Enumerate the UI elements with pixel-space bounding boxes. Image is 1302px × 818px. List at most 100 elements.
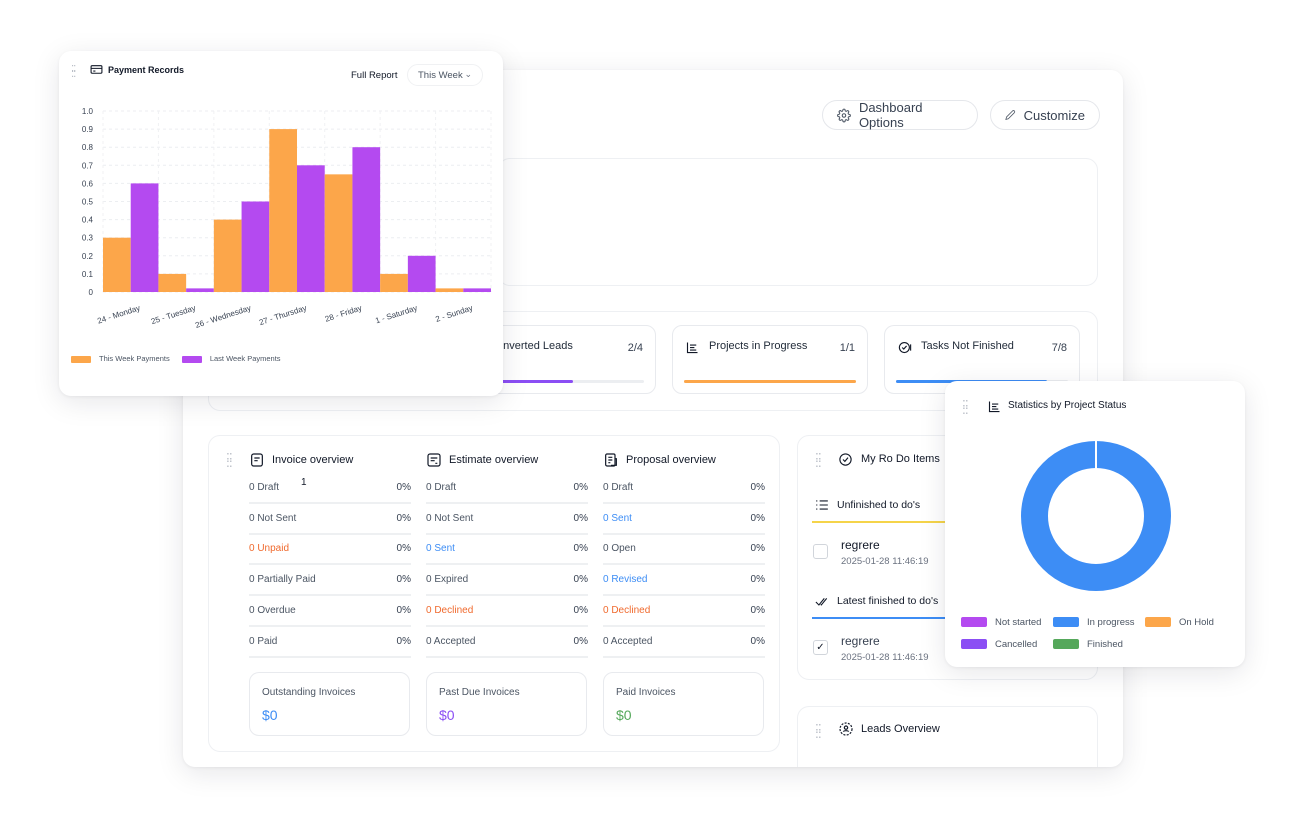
overview-row-percent: 0% xyxy=(750,604,765,616)
overview-row-percent: 0% xyxy=(573,635,588,647)
overview-row[interactable]: 0 Declined 0% xyxy=(426,597,588,627)
overview-row[interactable]: 0 Unpaid 0% xyxy=(249,535,411,566)
y-tick-label: 0 xyxy=(89,288,94,297)
stat-progress-track xyxy=(501,380,644,383)
overview-row[interactable]: 0 Not Sent 0% xyxy=(249,505,411,535)
double-check-icon xyxy=(815,598,828,606)
overview-row-label: 0 Draft xyxy=(426,482,457,493)
y-tick-label: 0.4 xyxy=(82,216,94,225)
y-tick-label: 0.5 xyxy=(82,198,94,207)
overview-row-percent: 0% xyxy=(396,635,411,647)
y-tick-label: 0.2 xyxy=(82,252,94,261)
full-report-link[interactable]: Full Report xyxy=(351,70,398,81)
overview-row-label: 0 Overdue xyxy=(249,604,296,616)
invoice-overview-title: Invoice overview xyxy=(272,454,354,466)
overview-row-percent: 0% xyxy=(750,543,765,555)
overview-row[interactable]: 0 Accepted 0% xyxy=(426,628,588,658)
payment-bar-chart: 0 0.1 0.2 0.3 0.4 0.5 0.6 0.7 0.8 0.9 1.0 24 - Mond… xyxy=(82,107,492,330)
stat-title: Projects in Progress xyxy=(709,340,808,352)
overview-row[interactable]: 0 Sent 0% xyxy=(603,505,765,535)
legend-item: This Week Payments xyxy=(71,354,172,363)
bar-last-week xyxy=(297,165,325,292)
x-tick-label: 26 - Wednesday xyxy=(194,303,252,330)
legend-item: In progress xyxy=(1053,617,1135,628)
bar-last-week xyxy=(407,255,436,292)
overview-row[interactable]: 0 Revised 0% xyxy=(603,566,765,597)
overview-row[interactable]: 0 Draft 0% xyxy=(426,474,588,504)
legend-swatch xyxy=(1053,639,1079,650)
overview-row[interactable]: 0 Overdue 0% xyxy=(249,597,411,627)
todo-item: ✓ regrere 2025-01-28 11:46:19 xyxy=(813,634,943,664)
overview-row-percent: 0% xyxy=(573,604,588,616)
stat-count: 7/8 xyxy=(1051,342,1067,354)
drag-handle-icon[interactable]: ⁚⁚ ⁚⁚ xyxy=(815,451,822,470)
overview-row-percent: 0% xyxy=(573,482,588,493)
dashboard-options-button[interactable]: Dashboard Options xyxy=(822,100,978,130)
y-tick-label: 0.1 xyxy=(82,270,94,279)
payment-records-card: ⁚⁚ ⁚⁚ Payment Records Full Report This We… xyxy=(59,51,503,396)
drag-handle-icon[interactable]: ⁚⁚ ⁚⁚ xyxy=(962,398,969,417)
overview-row-percent: 0% xyxy=(396,543,411,555)
legend-swatch xyxy=(71,355,91,363)
overview-row[interactable]: 0 Partially Paid 0% xyxy=(249,566,411,597)
bar-this-week xyxy=(103,237,131,292)
x-tick-label: 25 - Tuesday xyxy=(150,303,197,326)
period-select[interactable]: This Week ⌄ xyxy=(407,64,483,86)
leads-panel xyxy=(797,706,1098,767)
overview-row-percent: 0% xyxy=(396,482,411,493)
drag-handle-icon[interactable]: ⁚⁚ ⁚⁚ xyxy=(71,64,76,80)
overview-row[interactable]: 0 Draft 0% xyxy=(249,474,411,504)
finished-todos-title: Latest finished to do's xyxy=(837,595,939,607)
y-tick-label: 0.8 xyxy=(82,143,94,152)
leads-overview-title: Leads Overview xyxy=(861,723,940,735)
overview-row-label: 0 Open xyxy=(603,543,636,555)
bar-last-week xyxy=(352,147,381,292)
stat-card-projects-in-progress: Projects in Progress 1/1 xyxy=(672,325,868,394)
overview-row-percent: 0% xyxy=(573,512,588,524)
unfinished-todos-title: Unfinished to do's xyxy=(837,499,921,511)
chevron-down-icon: ⌄ xyxy=(464,69,472,79)
overview-row[interactable]: 0 Expired 0% xyxy=(426,566,588,597)
overview-row[interactable]: 0 Paid 0% xyxy=(249,628,411,658)
chart-legend: This Week Payments Last Week Payments xyxy=(71,354,281,363)
overview-row[interactable]: 0 Draft 0% xyxy=(603,474,765,504)
overview-row-label: 0 Unpaid xyxy=(249,543,290,555)
legend-label: Finished xyxy=(1087,639,1123,650)
bar-last-week xyxy=(130,183,159,292)
list-icon xyxy=(816,500,828,510)
legend-item: Not started xyxy=(961,617,1041,628)
finished-underline xyxy=(812,617,952,619)
overview-row[interactable]: 0 Sent 0% xyxy=(426,535,588,566)
todo-date: 2025-01-28 11:46:19 xyxy=(841,556,929,567)
overview-row[interactable]: 0 Open 0% xyxy=(603,535,765,566)
bar-this-week xyxy=(269,129,297,292)
paid-invoices-box: Paid Invoices $0 xyxy=(603,672,764,736)
y-tick-label: 0.3 xyxy=(82,234,94,243)
overview-row[interactable]: 0 Not Sent 0% xyxy=(426,505,588,535)
todo-checkbox[interactable]: ✓ xyxy=(813,640,828,655)
overview-row-percent: 0% xyxy=(750,635,765,647)
overview-row-percent: 0% xyxy=(573,574,588,586)
legend-swatch xyxy=(181,355,202,363)
check-circle-icon xyxy=(839,453,852,466)
overview-row-percent: 0% xyxy=(750,512,765,524)
stat-title: onverted Leads xyxy=(497,340,573,352)
legend-label: Last Week Payments xyxy=(209,354,281,363)
overview-row[interactable]: 0 Declined 0% xyxy=(603,597,765,627)
customize-button[interactable]: Customize xyxy=(990,100,1100,130)
todo-checkbox[interactable] xyxy=(813,544,828,559)
overview-row-label: 0 Revised xyxy=(603,574,648,586)
top-widget-panel xyxy=(498,158,1098,286)
x-tick-label: 27 - Thursday xyxy=(258,303,308,327)
overview-row[interactable]: 0 Accepted 0% xyxy=(603,628,765,658)
invoice-icon xyxy=(251,453,263,467)
drag-handle-icon[interactable]: ⁚⁚ ⁚⁚ xyxy=(226,451,233,470)
legend-item: Cancelled xyxy=(961,639,1037,650)
overview-row-percent: 0% xyxy=(573,543,588,555)
unfinished-underline xyxy=(812,521,952,523)
bar-this-week xyxy=(380,273,408,292)
overview-row-label: 0 Expired xyxy=(426,574,469,586)
drag-handle-icon[interactable]: ⁚⁚ ⁚⁚ xyxy=(815,722,822,741)
stat-count: 2/4 xyxy=(627,342,643,354)
pencil-icon xyxy=(1005,110,1016,120)
